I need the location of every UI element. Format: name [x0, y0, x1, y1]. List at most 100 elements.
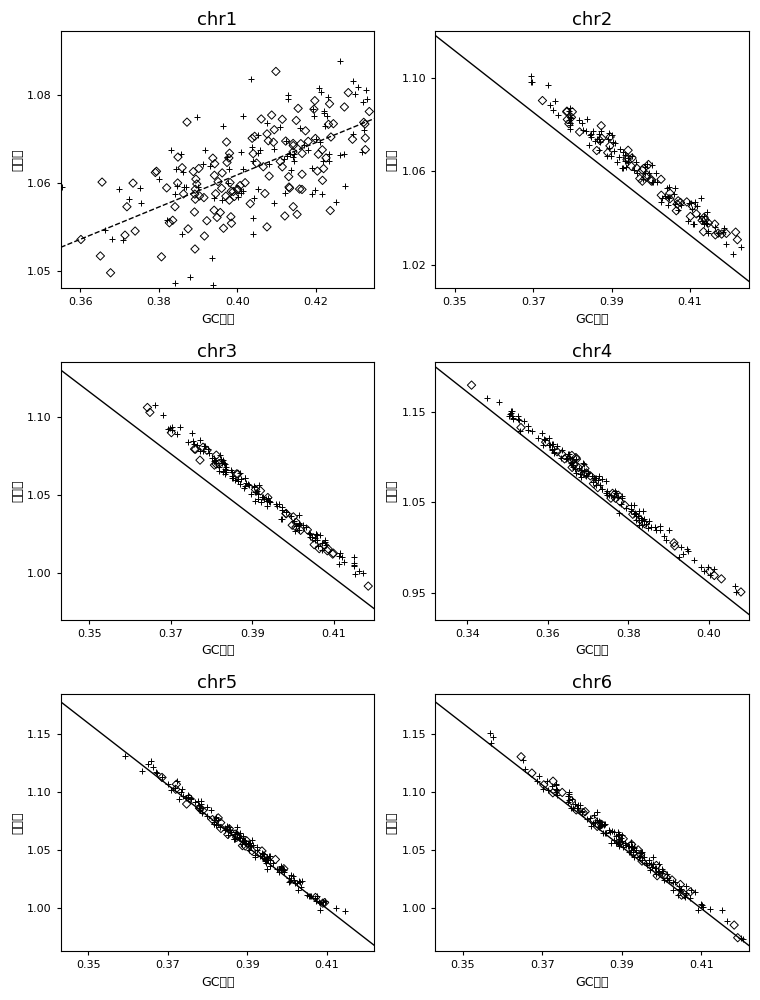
Point: [584, 810, 596, 826]
Point: [182, 434, 195, 450]
Point: [669, 874, 681, 890]
Point: [651, 522, 663, 538]
Point: [625, 836, 638, 852]
Point: [219, 822, 231, 838]
Point: [728, 917, 740, 933]
Point: [270, 496, 282, 512]
Point: [210, 456, 222, 472]
Point: [594, 468, 606, 484]
Point: [254, 142, 266, 158]
Point: [247, 837, 259, 853]
Point: [708, 219, 720, 235]
Point: [257, 846, 269, 862]
Point: [540, 432, 552, 448]
Point: [221, 175, 233, 191]
Point: [646, 174, 658, 190]
Point: [295, 522, 307, 538]
Point: [342, 85, 354, 101]
Point: [507, 410, 519, 426]
Point: [277, 861, 290, 877]
Point: [644, 862, 657, 878]
Point: [189, 241, 201, 257]
Point: [655, 171, 667, 187]
Point: [255, 111, 268, 127]
Point: [674, 881, 686, 897]
Point: [184, 269, 196, 285]
Point: [334, 53, 347, 69]
Point: [258, 491, 271, 507]
Point: [176, 226, 188, 242]
Point: [304, 888, 316, 904]
Point: [547, 102, 559, 118]
Point: [650, 165, 662, 181]
Point: [648, 174, 660, 190]
Point: [589, 133, 601, 149]
Point: [561, 104, 573, 120]
Point: [309, 532, 321, 548]
Point: [727, 246, 739, 262]
Point: [537, 781, 549, 797]
Point: [177, 164, 189, 180]
Point: [232, 189, 244, 205]
Point: [189, 441, 201, 457]
Point: [322, 89, 334, 105]
Point: [636, 173, 648, 189]
Point: [591, 477, 603, 493]
Point: [593, 142, 605, 158]
Point: [317, 894, 329, 910]
Point: [311, 532, 323, 548]
Point: [216, 180, 228, 196]
Point: [323, 153, 335, 169]
Point: [566, 104, 578, 120]
Point: [274, 860, 287, 876]
Point: [559, 451, 571, 467]
Point: [622, 838, 634, 854]
Point: [245, 486, 258, 502]
Point: [169, 186, 181, 202]
Point: [245, 139, 258, 155]
Point: [547, 773, 559, 789]
Point: [666, 872, 678, 888]
Point: [526, 765, 538, 781]
Point: [315, 186, 328, 202]
Point: [684, 884, 696, 900]
Point: [363, 104, 375, 120]
Point: [361, 91, 373, 107]
Point: [314, 527, 326, 543]
Point: [584, 127, 596, 143]
Point: [256, 848, 268, 864]
Y-axis label: 覆盖度: 覆盖度: [385, 148, 398, 171]
Point: [625, 842, 637, 858]
Point: [100, 222, 112, 238]
Point: [358, 122, 370, 138]
Point: [642, 157, 654, 173]
Point: [515, 749, 527, 765]
Point: [166, 425, 178, 441]
Point: [188, 186, 201, 202]
Point: [283, 169, 295, 185]
Point: [579, 467, 591, 483]
Point: [685, 195, 697, 211]
Point: [309, 182, 321, 198]
Point: [563, 446, 575, 462]
Point: [293, 873, 306, 889]
Point: [165, 782, 177, 798]
Point: [276, 159, 288, 175]
Point: [156, 769, 168, 785]
Point: [182, 221, 194, 237]
Point: [652, 863, 664, 879]
Point: [575, 469, 587, 485]
Point: [603, 487, 616, 503]
Point: [633, 517, 645, 533]
Point: [257, 489, 269, 505]
Point: [231, 826, 243, 842]
Point: [183, 790, 195, 806]
Point: [307, 101, 319, 117]
Point: [546, 778, 558, 794]
Point: [309, 530, 321, 546]
Point: [206, 450, 218, 466]
Point: [537, 437, 549, 453]
Point: [506, 408, 518, 424]
Point: [347, 131, 359, 147]
Point: [256, 845, 268, 861]
